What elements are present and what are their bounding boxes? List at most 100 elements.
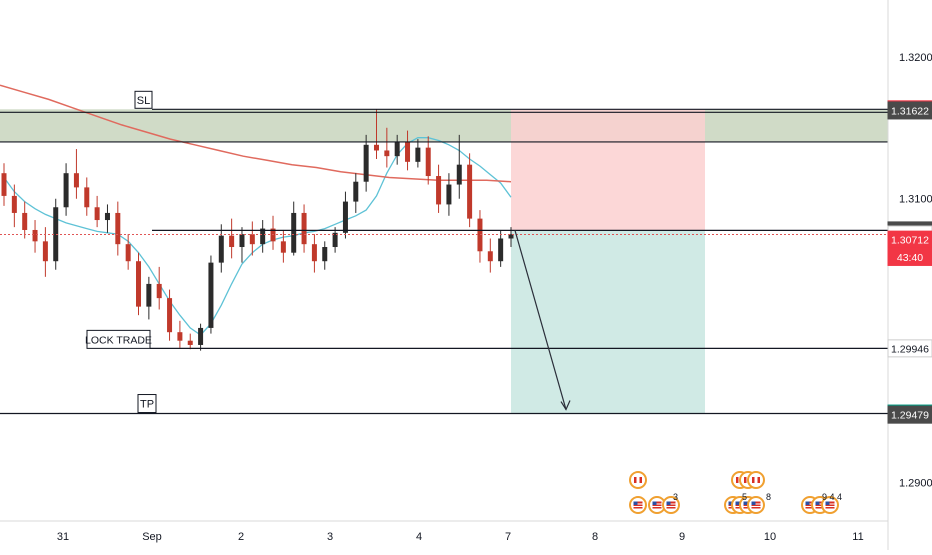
- candle-body: [363, 144, 369, 182]
- flag-us-icon: [751, 501, 761, 509]
- flag-us-canton-icon: [633, 501, 638, 505]
- position-loss-area: [511, 109, 705, 231]
- flag-us-canton-icon: [825, 501, 830, 505]
- candle-body: [477, 218, 483, 252]
- flag-us-canton-icon: [728, 501, 733, 505]
- candle-body: [498, 238, 504, 262]
- y-axis-tick-label: 1.32000: [899, 52, 932, 64]
- candle-body: [53, 207, 59, 262]
- candle-body: [239, 234, 245, 248]
- candle-body: [1, 173, 7, 196]
- price-tag-box: [887, 247, 932, 266]
- candle-body: [394, 141, 400, 157]
- flag-us-canton-icon: [735, 501, 740, 505]
- price-tag-box: [887, 339, 932, 358]
- x-axis-tick-label: 4: [416, 531, 422, 543]
- events-layer: 3 5 8 9 4 4: [629, 471, 842, 514]
- price-tag-box: [887, 405, 932, 424]
- candle-body: [446, 184, 452, 205]
- candle-body: [73, 173, 79, 188]
- candle-body: [322, 247, 328, 262]
- flag-us-canton-icon: [751, 501, 756, 505]
- candle-body: [63, 173, 69, 208]
- candle-body: [467, 164, 473, 219]
- candle-body: [42, 241, 48, 262]
- resistance-zone: [0, 109, 888, 142]
- candle-body: [125, 244, 131, 262]
- candle-body: [301, 212, 307, 245]
- x-axis-tick-label: Sep: [142, 531, 162, 543]
- candle-body: [229, 235, 235, 248]
- candle-body: [32, 229, 38, 242]
- x-axis-tick-label: 11: [852, 531, 863, 543]
- candle-body: [104, 212, 110, 221]
- event-count-label: 8: [766, 492, 771, 502]
- flag-us-icon: [666, 501, 676, 509]
- candle-body: [218, 235, 224, 263]
- ema-fast-line: [3, 137, 512, 336]
- candle-body: [332, 232, 338, 248]
- candle-body: [167, 298, 173, 333]
- candle-body: [508, 234, 514, 239]
- x-axis-tick-label: 8: [592, 531, 598, 543]
- y-axis-tick-label: 1.31000: [899, 194, 932, 206]
- candle-body: [84, 187, 90, 208]
- candle-body: [405, 141, 411, 162]
- levels-layer: SL LOCK TRADE TP: [0, 90, 888, 415]
- price-tag-label: 43:40: [897, 252, 923, 264]
- candle-body: [187, 340, 193, 345]
- event-count-label: 9 4 4: [822, 492, 842, 502]
- x-axis-tick-label: 31: [57, 531, 69, 543]
- candle-body: [311, 244, 317, 262]
- candle-body: [436, 176, 442, 205]
- candle-body: [11, 195, 17, 213]
- price-tag-label: 1.31622: [891, 105, 929, 117]
- y-axis-tick-label: 1.29000: [899, 478, 932, 490]
- candle-body: [353, 181, 359, 202]
- flag-us-canton-icon: [666, 501, 671, 505]
- price-tag-label: 1.29479: [891, 410, 929, 422]
- candle-body: [136, 261, 142, 307]
- flag-ca-center-icon: [636, 477, 640, 483]
- position-profit-area: [511, 230, 705, 414]
- candle-body: [208, 262, 214, 328]
- flag-us-icon: [825, 501, 835, 509]
- candle-body: [456, 164, 462, 185]
- price-tag-label: 1.29946: [891, 343, 929, 355]
- candle-body: [384, 150, 390, 157]
- lock-trade-label: LOCK TRADE: [85, 334, 152, 346]
- candle-body: [249, 234, 255, 245]
- zones-layer: [0, 109, 888, 414]
- price-tags-layer: 1.316301.316221.307771.307481.3071243:40…: [887, 100, 932, 424]
- sl-label: SL: [137, 95, 150, 107]
- x-axis-tick-label: 9: [679, 531, 685, 543]
- flag-us-canton-icon: [743, 501, 748, 505]
- candle-body: [198, 327, 204, 345]
- candle-body: [487, 251, 493, 262]
- x-axis-tick-label: 10: [764, 531, 776, 543]
- candle-body: [22, 212, 28, 230]
- candles-layer: [1, 109, 514, 351]
- flag-us-icon: [815, 501, 825, 509]
- projection-arrow-line: [514, 230, 567, 410]
- projection-arrow-head: [560, 400, 571, 411]
- candle-body: [156, 283, 162, 299]
- flag-us-icon: [652, 501, 662, 509]
- candle-body: [280, 241, 286, 253]
- event-count-label: 3: [673, 492, 678, 502]
- flag-us-icon: [805, 501, 815, 509]
- lock-trade-label-box: [86, 329, 151, 349]
- candle-body: [415, 147, 421, 162]
- event-count-label: 5: [742, 492, 747, 502]
- candle-body: [425, 147, 431, 177]
- candle-body: [94, 207, 100, 221]
- tp-label-box: [137, 394, 157, 414]
- candle-body: [146, 283, 152, 307]
- sl-label-box: [134, 90, 153, 109]
- price-tag-label: 1.30712: [891, 235, 929, 247]
- candle-body: [342, 201, 348, 233]
- tp-label: TP: [140, 399, 154, 411]
- candle-body: [373, 144, 379, 151]
